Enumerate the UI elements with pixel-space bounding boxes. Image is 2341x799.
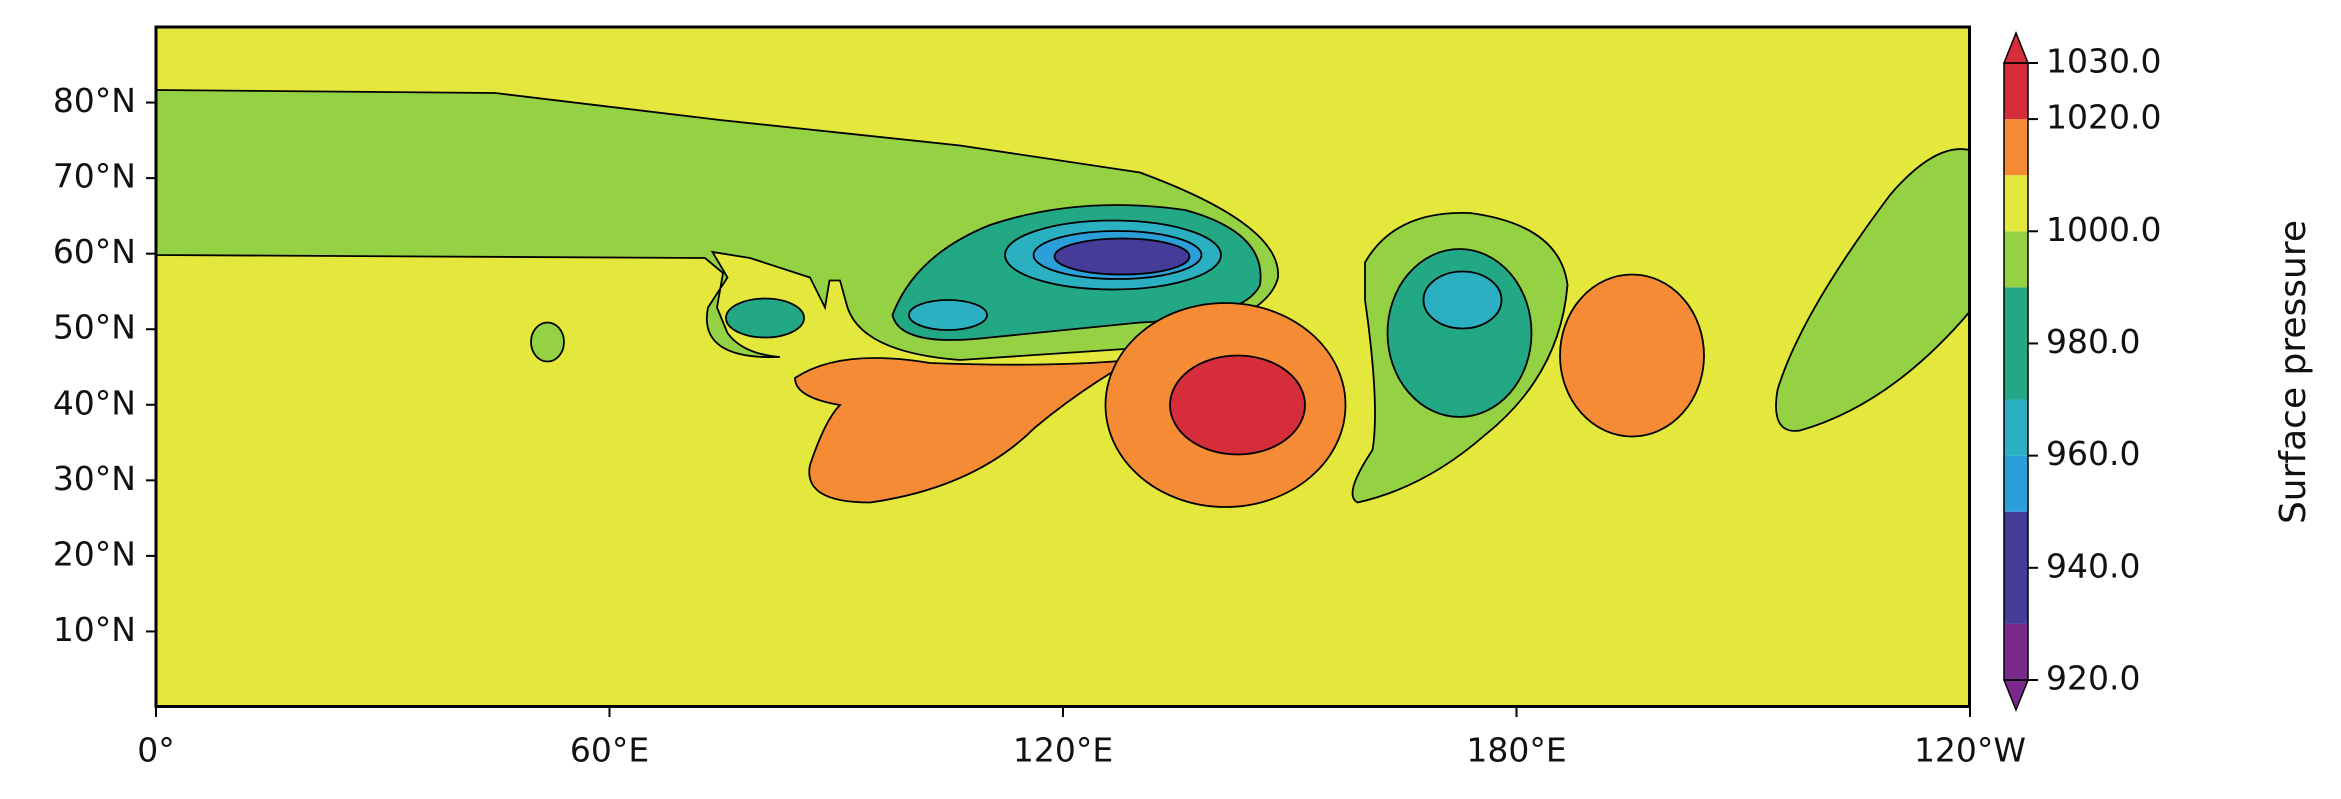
colorbar-band xyxy=(2004,175,2028,232)
y-tick-label: 60°N xyxy=(53,232,136,271)
y-tick-label: 70°N xyxy=(53,157,136,196)
colorbar-tick-label: 1030.0 xyxy=(2046,42,2161,81)
x-tick-label: 120°E xyxy=(1013,731,1113,770)
colorbar-tick-label: 920.0 xyxy=(2046,659,2140,698)
colorbar-band xyxy=(2004,623,2028,680)
y-tick-label: 80°N xyxy=(53,81,136,120)
contour-region xyxy=(530,321,565,363)
colorbar-label: Surface pressure xyxy=(2273,220,2314,524)
colorbar-tick-label: 980.0 xyxy=(2046,322,2140,361)
y-tick-label: 20°N xyxy=(53,534,136,573)
colorbar-tick-label: 1020.0 xyxy=(2046,98,2161,137)
x-tick-label: 60°E xyxy=(570,731,649,770)
colorbar-band xyxy=(2004,63,2028,120)
colorbar-band xyxy=(2004,511,2028,624)
contour-region xyxy=(1169,354,1306,456)
colorbar-frame xyxy=(2003,62,2029,681)
contour-region xyxy=(1422,270,1503,330)
map-frame xyxy=(154,25,1971,708)
contour-region xyxy=(908,299,988,331)
y-tick-label: 50°N xyxy=(53,308,136,347)
x-tick-label: 0° xyxy=(137,731,175,770)
colorbar-band xyxy=(2004,287,2028,400)
contour-region xyxy=(1053,237,1191,276)
y-tick-label: 40°N xyxy=(53,383,136,422)
colorbar-tick-label: 940.0 xyxy=(2046,546,2140,585)
x-tick-label: 180°E xyxy=(1466,731,1566,770)
contour-region xyxy=(1775,148,1971,432)
colorbar-band xyxy=(2004,231,2028,288)
colorbar-extend-bottom xyxy=(2002,679,2030,713)
y-tick-label: 30°N xyxy=(53,459,136,498)
map-field xyxy=(154,25,1971,708)
colorbar-band xyxy=(2004,399,2028,456)
colorbar-tick-label: 1000.0 xyxy=(2046,210,2161,249)
colorbar-extend-top xyxy=(2002,30,2030,64)
contour-region xyxy=(1559,273,1705,438)
colorbar-band xyxy=(2004,119,2028,176)
y-tick-label: 10°N xyxy=(53,610,136,649)
contour-region xyxy=(725,297,805,339)
colorbar-band xyxy=(2004,455,2028,512)
contour-region xyxy=(794,357,1133,504)
x-tick-label: 120°W xyxy=(1914,731,2026,770)
colorbar-tick-label: 960.0 xyxy=(2046,434,2140,473)
